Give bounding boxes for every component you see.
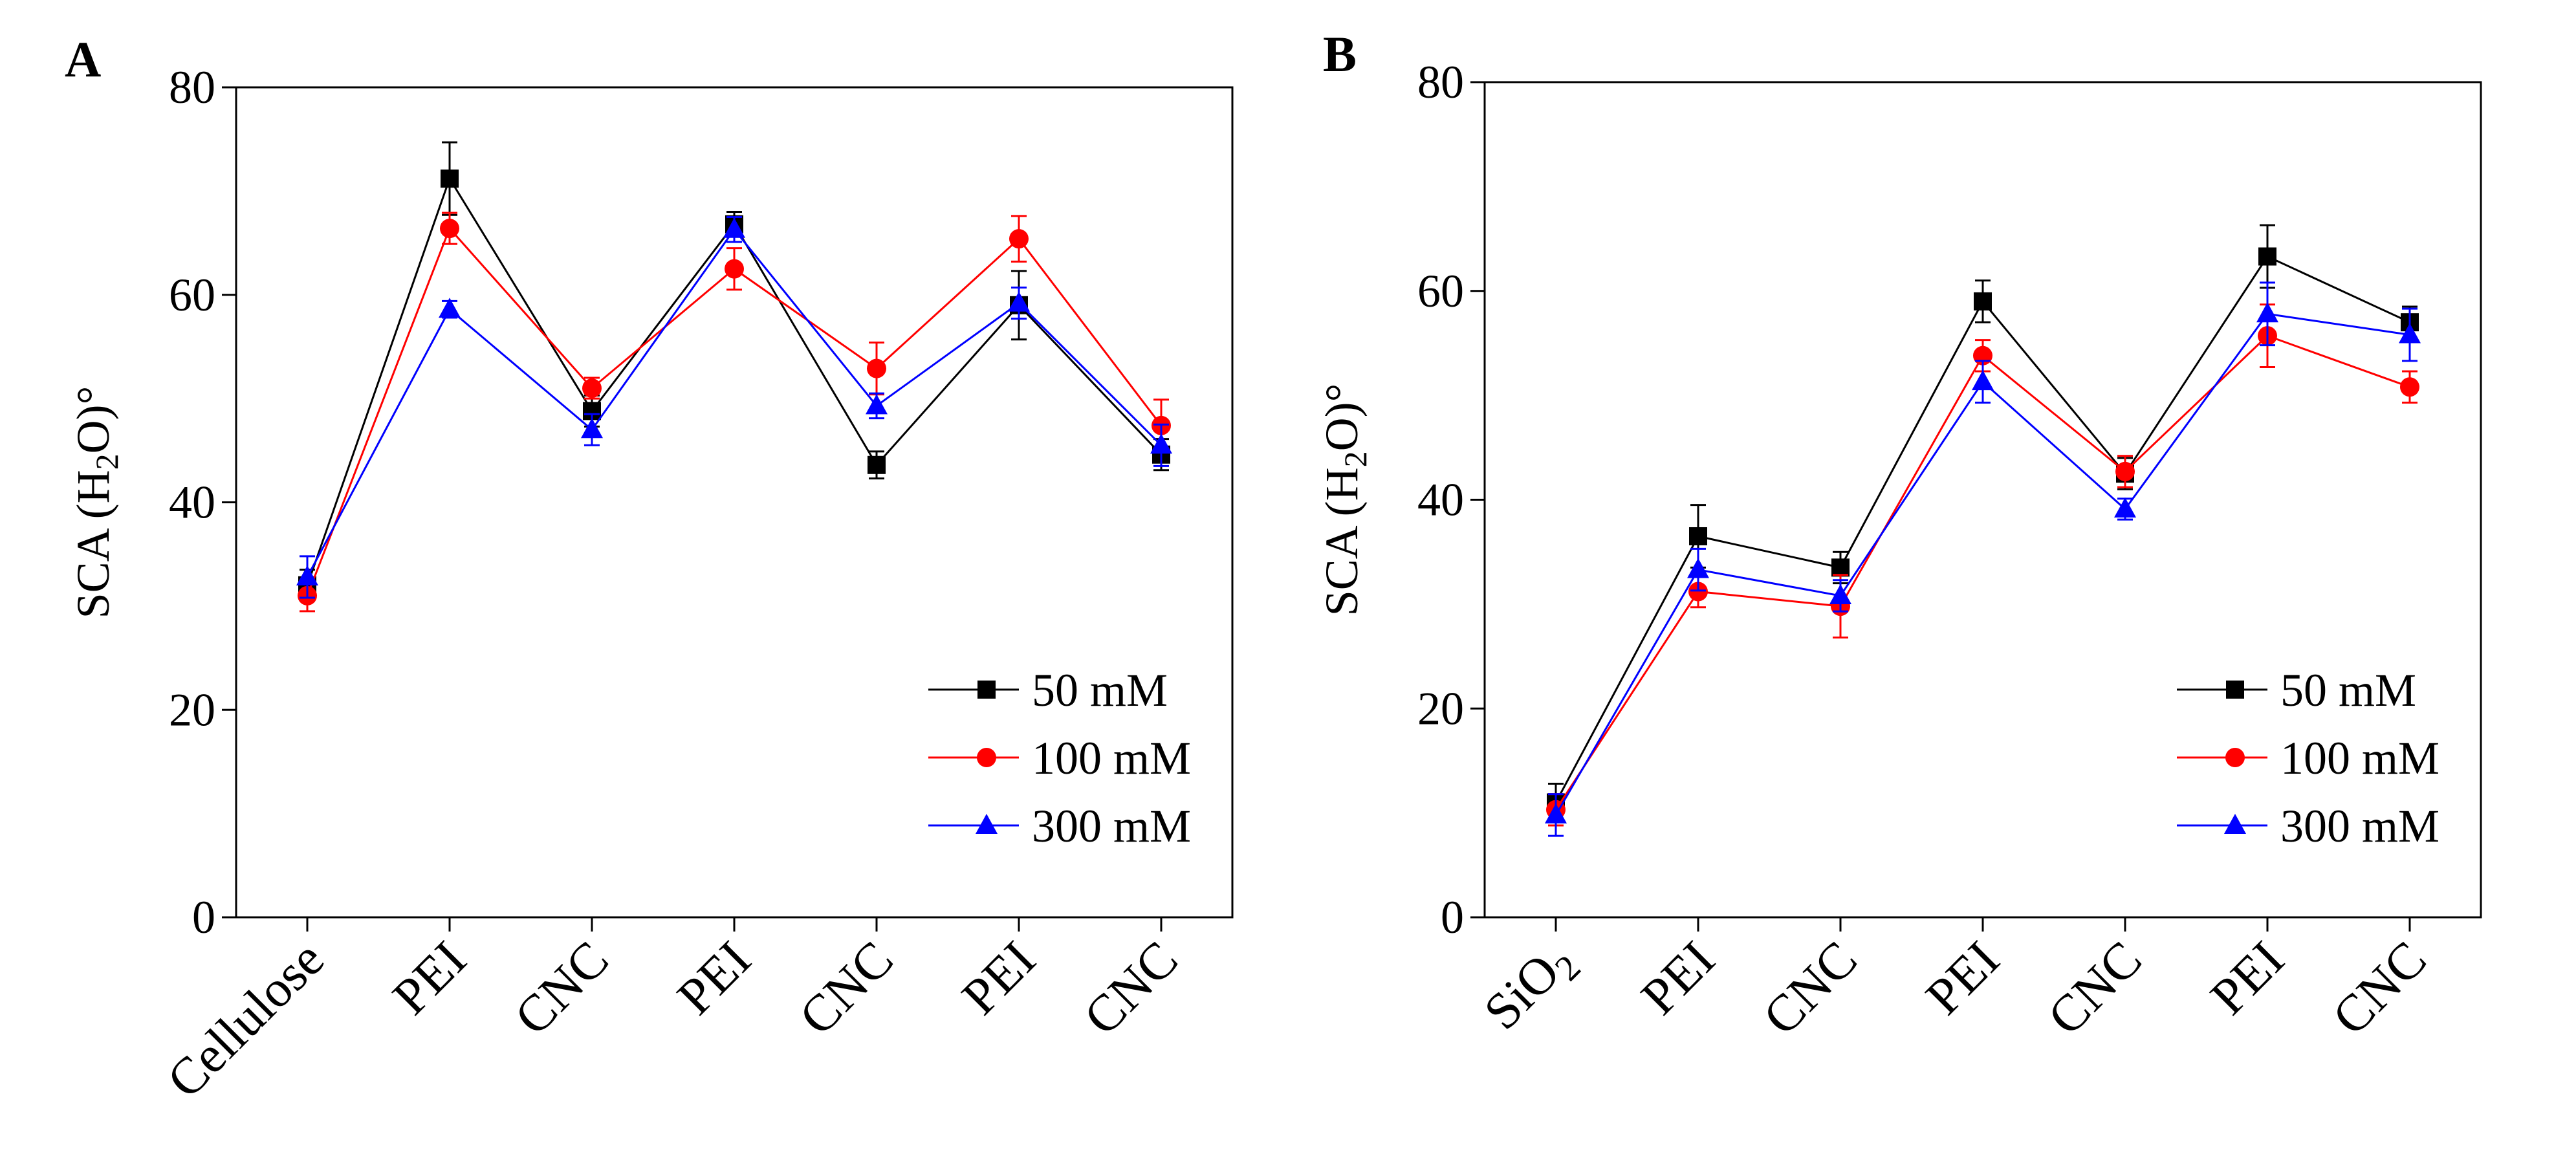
panel-a: A 0 20 40 60 80 SCA (H2O)° Cellulose PEI CNC PEI CN… — [65, 31, 1234, 1109]
y-tick-label: 40 — [169, 477, 215, 529]
legend-label: 100 mM — [1032, 732, 1191, 784]
legend-marker — [2225, 748, 2245, 767]
x-tick-label: PEI — [1916, 931, 2011, 1026]
data-point — [1972, 370, 1994, 391]
legend-item: 100 mM — [928, 732, 1191, 784]
x-tick-label: CNC — [2037, 931, 2153, 1047]
y-tick-label: 40 — [1417, 474, 1464, 526]
legend-item: 50 mM — [928, 664, 1168, 716]
legend-label: 300 mM — [1032, 800, 1191, 852]
data-point — [1008, 291, 1030, 312]
plot-frame — [1483, 81, 2482, 919]
y-tick-label: 20 — [169, 684, 215, 736]
data-point — [725, 259, 744, 279]
x-tick-label: PEI — [952, 931, 1047, 1026]
data-point — [582, 378, 602, 398]
legend-item: 300 mM — [928, 800, 1191, 852]
data-point — [1150, 433, 1172, 454]
x-tick-label: PEI — [382, 931, 477, 1026]
y-axis-label: SCA (H2O)° — [67, 386, 125, 619]
legend-marker — [2224, 814, 2246, 834]
legend-marker — [977, 681, 996, 699]
panel-label: B — [1323, 26, 1357, 82]
series-300-mm — [296, 215, 1172, 599]
data-point — [2115, 461, 2135, 481]
legend-label: 50 mM — [1032, 664, 1168, 716]
y-tick-label: 60 — [1417, 265, 1464, 317]
x-tick-label: CNC — [1752, 931, 1868, 1047]
x-tick-label: CNC — [1073, 931, 1189, 1047]
data-point — [296, 565, 318, 585]
data-point — [1829, 583, 1851, 604]
legend-item: 100 mM — [2177, 732, 2440, 784]
legend-item: 300 mM — [2177, 800, 2440, 852]
legend-marker — [977, 748, 996, 767]
x-tick-label: CNC — [2322, 931, 2438, 1047]
series-300-mm — [1545, 281, 2421, 837]
y-axis-label: SCA (H2O)° — [1316, 384, 1373, 616]
data-point — [1974, 292, 1992, 311]
y-tick-label: 0 — [192, 891, 215, 943]
data-point — [1545, 803, 1567, 823]
y-tick-label: 0 — [1441, 891, 1464, 943]
data-point — [866, 394, 888, 415]
series-100-mm — [298, 212, 1171, 613]
x-tick-label: PEI — [667, 931, 762, 1026]
data-point — [2256, 302, 2278, 323]
y-tick-label: 20 — [1417, 682, 1464, 734]
data-point — [723, 217, 745, 238]
legend-label: 100 mM — [2280, 732, 2440, 784]
x-tick-label: CNC — [789, 931, 904, 1047]
data-point — [2400, 377, 2419, 397]
x-tick-label: Cellulose — [157, 931, 335, 1109]
legend-marker — [2226, 681, 2244, 699]
y-tick-label: 80 — [169, 61, 215, 113]
data-point — [1009, 229, 1029, 249]
legend-label: 300 mM — [2280, 800, 2440, 852]
x-tick-label: SiO2 — [1474, 931, 1589, 1046]
data-point — [1687, 558, 1709, 578]
data-point — [441, 169, 459, 188]
legend-label: 50 mM — [2280, 664, 2416, 716]
data-point — [440, 219, 459, 239]
legend: 50 mM 100 mM 300 mM — [2177, 664, 2440, 852]
legend: 50 mM 100 mM 300 mM — [928, 664, 1191, 852]
data-point — [867, 358, 886, 378]
data-point — [1689, 527, 1707, 545]
data-point — [581, 418, 603, 439]
data-point — [439, 298, 461, 318]
data-point — [1831, 558, 1850, 577]
series-50-mm — [298, 141, 1170, 602]
data-point — [1688, 582, 1708, 602]
legend-item: 50 mM — [2177, 664, 2416, 716]
data-point — [2114, 497, 2136, 518]
series-line — [1555, 255, 2410, 803]
data-point — [2258, 247, 2276, 266]
y-tick-label: 80 — [1417, 56, 1464, 108]
data-point — [2399, 323, 2421, 344]
x-tick-label: PEI — [1631, 931, 1726, 1026]
panel-b: B 0 20 40 60 80 SCA (H2O)° SiO2 PEI CNC PEI CNC PEI C… — [1316, 26, 2482, 1047]
x-tick-label: CNC — [504, 931, 620, 1047]
legend-marker — [976, 814, 998, 834]
panel-label: A — [65, 31, 101, 87]
data-point — [868, 455, 886, 474]
x-tick-label: PEI — [2200, 931, 2295, 1026]
y-tick-label: 60 — [169, 269, 215, 321]
